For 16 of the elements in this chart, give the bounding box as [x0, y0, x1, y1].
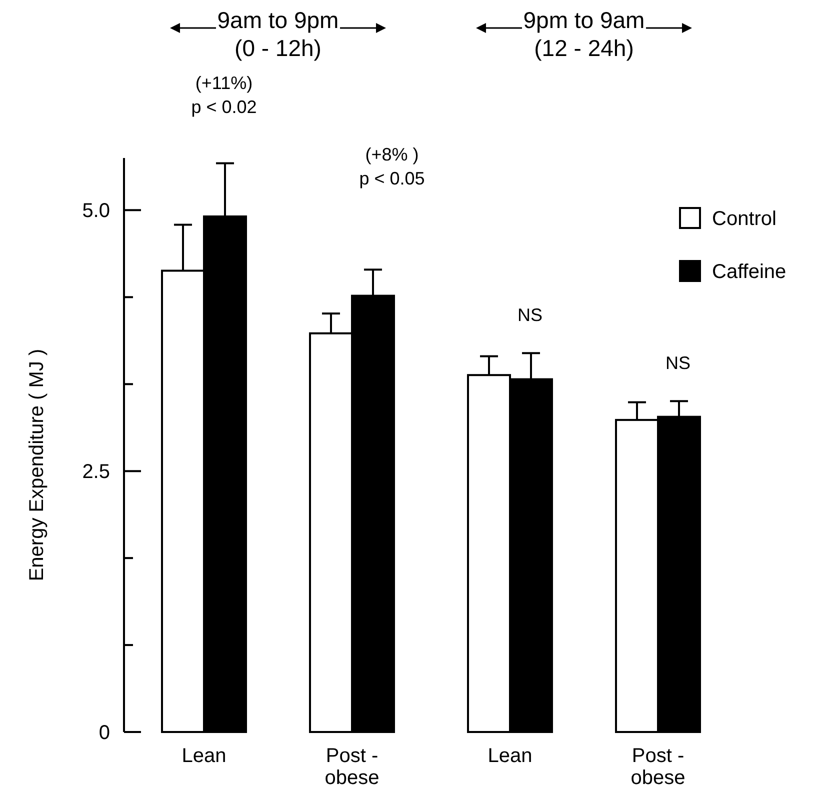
x-tick-label: Lean [182, 745, 226, 767]
annotation: (+8% ) p < 0.05 [359, 144, 425, 189]
y-tick-label: 0 [98, 722, 110, 744]
annotation: NS [517, 305, 543, 326]
legend-label: Control [712, 208, 776, 230]
text: (+11%) p < 0.02 [191, 73, 257, 118]
annotation: NS [665, 353, 691, 374]
y-axis-title: Energy Expenditure ( MJ ) [26, 348, 48, 582]
x-tick-label: Post - obese [324, 745, 380, 789]
y-tick-label: 5.0 [82, 200, 110, 222]
x-tick-label: Lean [488, 745, 532, 767]
y-tick-label: 2.5 [82, 461, 110, 484]
x-tick-label: Post - obese [630, 745, 686, 789]
legend-label: Caffeine [712, 261, 786, 283]
text: 9pm to 9am (12 - 24h) [523, 7, 645, 61]
text: 9am to 9pm (0 - 12h) [217, 7, 339, 61]
